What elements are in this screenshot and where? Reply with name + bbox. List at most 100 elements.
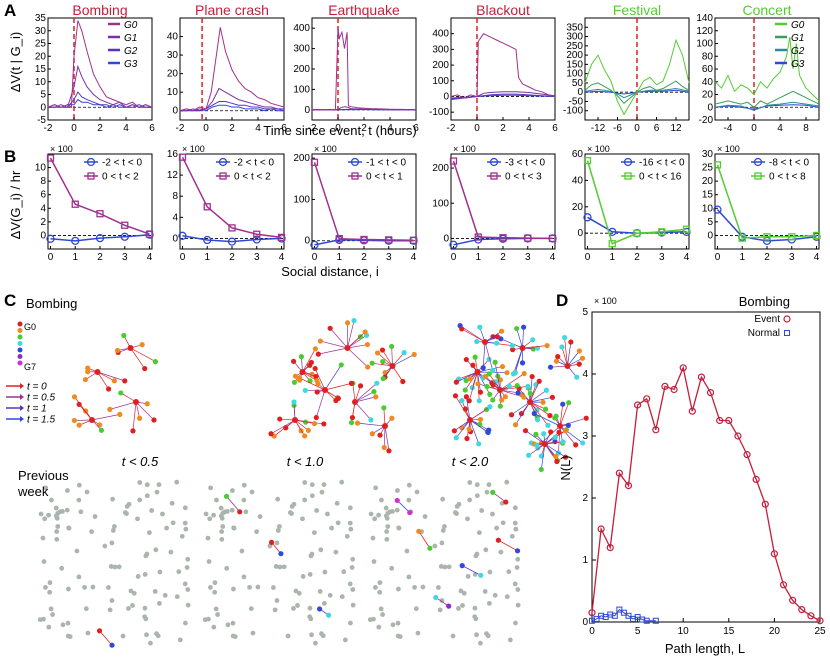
- panel-a-frame-2: [311, 17, 417, 121]
- cascade-node-2-5-1: [497, 377, 503, 383]
- cascade-edge-2-7-4: [484, 330, 502, 343]
- previous-week-node-2-72: [514, 565, 520, 570]
- previous-week-node-2-98: [454, 504, 460, 509]
- cascade-node-2-0-15: [470, 362, 476, 368]
- panel-d-event-point-4: [624, 482, 633, 490]
- previous-week-node-1-80: [347, 505, 353, 511]
- panel-a-xtick-label-3-3: 4: [526, 123, 532, 134]
- cascade-node-2-4-5: [579, 355, 586, 361]
- panel-d-event-point-24: [807, 612, 815, 620]
- previous-week-node-1-83: [225, 508, 230, 514]
- previous-week-node-1-71: [208, 485, 214, 491]
- previous-week-node-2-49: [385, 524, 391, 529]
- previous-week-active-a-1-2: [316, 606, 323, 612]
- cascade-node-2-8-20: [522, 428, 529, 434]
- cascade-node-1-1-0: [317, 338, 324, 344]
- cascade-edge-2-0-12: [477, 371, 480, 401]
- panel-b-point-0-0-2: [95, 233, 105, 243]
- cascade-edge-2-5-3: [499, 389, 524, 398]
- cascade-node-2-0-13: [463, 356, 469, 363]
- previous-week-active-a-2-5: [433, 594, 439, 601]
- panel-b-legend-marker-2-1: [351, 172, 359, 180]
- cascade-node-2-7-1: [474, 338, 480, 345]
- panel-b-xtick-label-2-0: 0: [312, 252, 318, 263]
- panel-b-point-1-0-1: [203, 235, 212, 245]
- cascade-node-0-2-4: [76, 422, 82, 428]
- previous-week-node-2-96: [372, 516, 378, 522]
- cascade-hub-0-0: [94, 369, 101, 375]
- previous-week-active-b-1-0: [278, 551, 284, 557]
- panel-a-frame-3: [450, 17, 556, 121]
- panel-d-event-point-12: [697, 373, 706, 381]
- cascade-edge-1-4-1: [391, 346, 393, 367]
- previous-week-node-2-109: [461, 590, 467, 596]
- panel-a-series-5-G0: [714, 37, 820, 102]
- previous-week-node-0-90: [48, 606, 54, 612]
- previous-week-node-2-43: [420, 584, 426, 590]
- cascade-node-2-8-10: [560, 439, 566, 445]
- previous-week-label-1: Previous: [18, 468, 69, 483]
- previous-week-node-0-103: [89, 529, 95, 535]
- panel-d-xtick-label-2: 10: [678, 626, 690, 637]
- previous-week-node-2-74: [404, 548, 410, 554]
- cascade-edge-1-4-3: [392, 354, 415, 367]
- cascade-edge-2-0-8: [477, 371, 491, 395]
- panel-b-point-2-1-2: [360, 235, 368, 244]
- panel-b-ytick-label-1-1: 4: [172, 212, 178, 223]
- cascade-node-1-1-6: [364, 341, 371, 348]
- cascade-node-2-1-3: [530, 346, 536, 352]
- previous-week-node-0-107: [76, 482, 82, 488]
- cascade-node-2-3-11: [543, 406, 549, 412]
- previous-week-node-2-76: [458, 588, 464, 594]
- previous-week-node-1-107: [241, 482, 247, 488]
- cascade-edge-2-3-16: [529, 396, 553, 403]
- previous-week-node-2-25: [442, 564, 448, 570]
- cascade-node-2-1-11: [512, 370, 518, 376]
- previous-week-node-0-35: [109, 598, 115, 603]
- cascade-node-2-1-5: [530, 337, 536, 343]
- panel-b-ytick-label-5-4: 20: [702, 176, 714, 187]
- previous-week-node-1-79: [211, 624, 217, 630]
- previous-week-node-1-72: [349, 565, 355, 570]
- previous-week-node-1-3: [224, 565, 230, 571]
- previous-week-node-0-16: [179, 533, 185, 539]
- cascade-edge-2-8-5: [544, 443, 558, 462]
- cascade-edge-2-3-13: [529, 401, 538, 420]
- previous-week-active-b-1-2: [326, 612, 332, 618]
- cascade-edge-2-3-18: [515, 401, 531, 425]
- panel-a-xtick-label-0-0: -2: [44, 123, 53, 134]
- previous-week-node-0-50: [185, 587, 191, 592]
- previous-week-node-2-102: [476, 530, 482, 536]
- cascade-edge-0-3-1: [132, 401, 137, 431]
- cascade-edge-2-4-4: [561, 346, 568, 367]
- panel-a-ylabel: ΔV(t | G_i): [8, 32, 23, 92]
- cascade-edge-2-0-4: [456, 371, 478, 383]
- panel-a-xtick-label-1-0: -2: [176, 123, 185, 134]
- cascade-node-1-2-6: [302, 433, 308, 439]
- previous-week-node-2-28: [467, 480, 473, 485]
- previous-week-node-0-42: [50, 612, 55, 617]
- previous-week-node-2-95: [484, 489, 490, 495]
- previous-week-node-1-46: [321, 600, 327, 606]
- cascade-edge-1-5-2: [324, 383, 352, 391]
- previous-week-node-1-75: [247, 584, 252, 590]
- cascade-node-2-0-5: [499, 363, 506, 370]
- cascade-node-2-7-10: [480, 365, 486, 371]
- cascade-node-2-6-9: [565, 422, 571, 428]
- previous-week-node-1-93: [202, 617, 208, 623]
- time-legend-arrowhead-1: [20, 394, 24, 400]
- panel-c-title: Bombing: [26, 296, 77, 311]
- cascade-node-2-2-11: [476, 441, 482, 447]
- panel-a-xtick-label-1-1: 0: [203, 123, 209, 134]
- panel-b-ytick-label-0-5: 10: [35, 163, 47, 174]
- previous-week-node-0-81: [122, 510, 128, 515]
- previous-week-node-0-69: [102, 543, 108, 549]
- panel-a-ytick-label-1-1: 10: [167, 87, 179, 98]
- cascade-node-2-3-17: [527, 390, 533, 397]
- previous-week-node-0-70: [38, 511, 44, 517]
- cascade-node-2-0-8: [487, 391, 493, 397]
- previous-week-edge-2-1: [492, 492, 507, 503]
- previous-week-node-1-37: [318, 547, 324, 553]
- cascade-node-2-5-9: [525, 383, 531, 389]
- cascade-node-1-1-7: [344, 320, 351, 326]
